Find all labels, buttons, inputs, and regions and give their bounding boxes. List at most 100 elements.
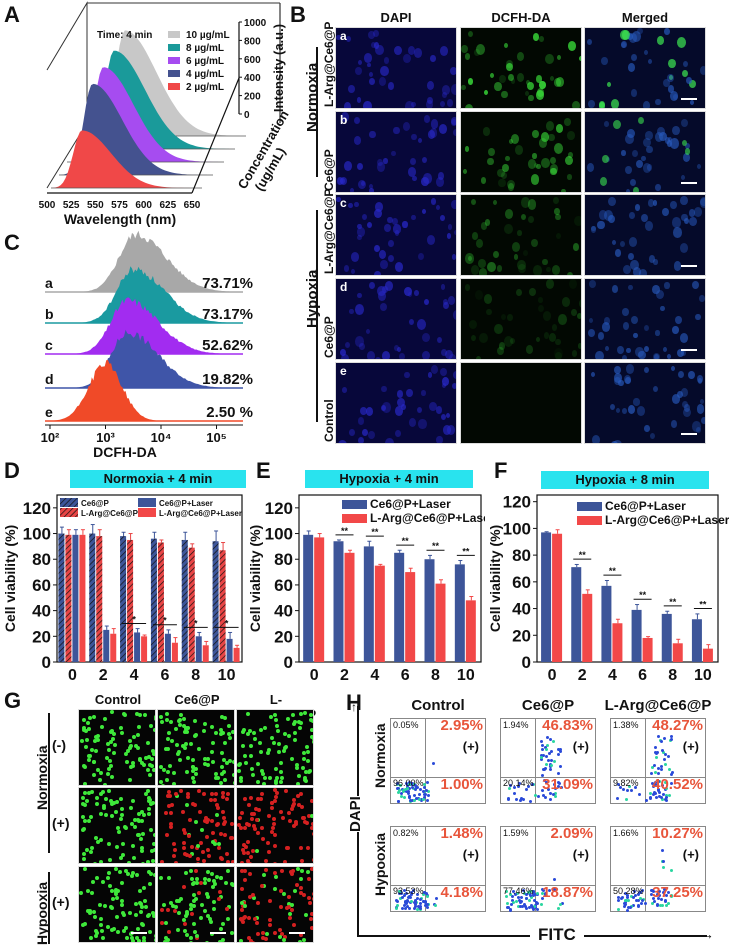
cell-dot [696,375,703,383]
dead-cell-dot [215,823,220,828]
event-dot [532,905,536,909]
live-cell-dot [215,875,220,880]
legend-hatch [60,498,78,507]
cell-dot [435,405,443,414]
cell-dot [637,116,644,124]
event-dot [523,891,527,895]
live-cell-dot [266,751,271,756]
event-dot [639,901,643,905]
cell-dot [467,30,473,37]
dead-cell-dot [311,831,313,836]
live-cell-dot [210,759,215,764]
event-dot [652,790,656,794]
live-cell-dot [136,939,141,942]
bar-l-arg-ce6-p-laser-8 [202,645,209,662]
dead-cell-dot [197,789,202,794]
dead-cell-dot [247,872,252,877]
cell-dot [407,45,416,56]
bar-ce6-p-laser-6 [394,552,405,662]
cell-dot [657,127,665,137]
event-dot [556,748,560,752]
live-cell-dot [174,794,179,799]
live-cell-dot [81,922,86,927]
micro-image-b-dapi: b [335,111,457,193]
cell-dot [603,316,611,325]
live-cell-dot [211,899,216,904]
cell-dot [566,272,573,275]
cell-dot [628,285,633,291]
event-dot [669,895,673,899]
cell-dot [666,139,673,147]
cell-dot [590,226,597,233]
event-dot [664,787,668,791]
cell-dot [480,177,487,184]
event-dot [656,892,660,896]
cell-dot [383,57,390,64]
live-cell-dot [146,860,151,863]
legend-label-4: L-Arg@Ce6@P+Laser [159,509,242,518]
live-cell-dot [165,736,170,741]
live-cell-dot [189,876,194,881]
cell-dot [554,208,560,215]
live-cell-dot [290,903,295,908]
live-cell-dot [185,803,190,808]
event-dot [418,787,422,791]
cell-dot [541,157,550,168]
live-cell-dot [129,822,134,827]
live-cell-dot [210,871,215,876]
live-cell-dot [115,896,120,901]
cell-dot [627,405,635,414]
bar-l-arg-ce6-p-laser-0 [79,534,86,662]
cell-dot [671,217,681,228]
y-tick-label: 60 [32,576,51,595]
live-cell-dot [79,738,84,743]
live-cell-dot [171,781,176,785]
live-cell-dot [273,766,278,771]
live-cell-dot [208,920,213,925]
event-dot [524,897,528,901]
live-cell-dot [129,936,134,941]
chart-e-title: Hypoxia + 4 min [305,470,473,488]
live-cell-dot [210,885,215,890]
cell-dot [644,324,650,332]
event-dot [425,891,429,895]
dead-cell-dot [209,791,214,796]
cell-dot [536,336,541,343]
cell-dot [643,101,651,108]
cell-dot [652,285,660,295]
dead-cell-dot [298,932,303,937]
live-cell-dot [138,910,143,915]
cell-dot [461,45,468,53]
cell-dot [417,137,422,143]
live-cell-dot [141,831,146,836]
event-dot [547,752,551,756]
live-cell-dot [165,717,170,722]
live-cell-dot [145,914,150,919]
live-cell-dot [202,721,207,726]
live-cell-dot [298,720,303,725]
live-dead-image-r1-c3 [236,709,314,786]
event-dot [558,764,562,768]
cell-dot [643,49,649,56]
dead-cell-dot [282,859,287,863]
live-cell-dot [120,898,125,903]
bar-ce6-p-laser-0 [541,532,552,662]
live-cell-dot [294,765,299,770]
live-cell-dot [171,771,176,776]
event-dot [406,904,410,908]
cell-dot [629,212,636,220]
cell-dot [374,201,384,212]
dead-cell-dot [237,815,242,820]
cell-dot [684,142,691,150]
cell-dot [509,338,515,345]
event-dot [532,889,536,893]
event-dot [544,892,548,896]
live-cell-dot [231,772,234,777]
event-dot [512,786,516,790]
x-tick-label: 4 [370,667,379,684]
live-dead-image-r2-c3 [236,787,314,864]
cell-dot [357,227,365,237]
cell-dot [471,335,476,342]
live-cell-dot [106,925,111,930]
dead-cell-dot [268,898,273,903]
